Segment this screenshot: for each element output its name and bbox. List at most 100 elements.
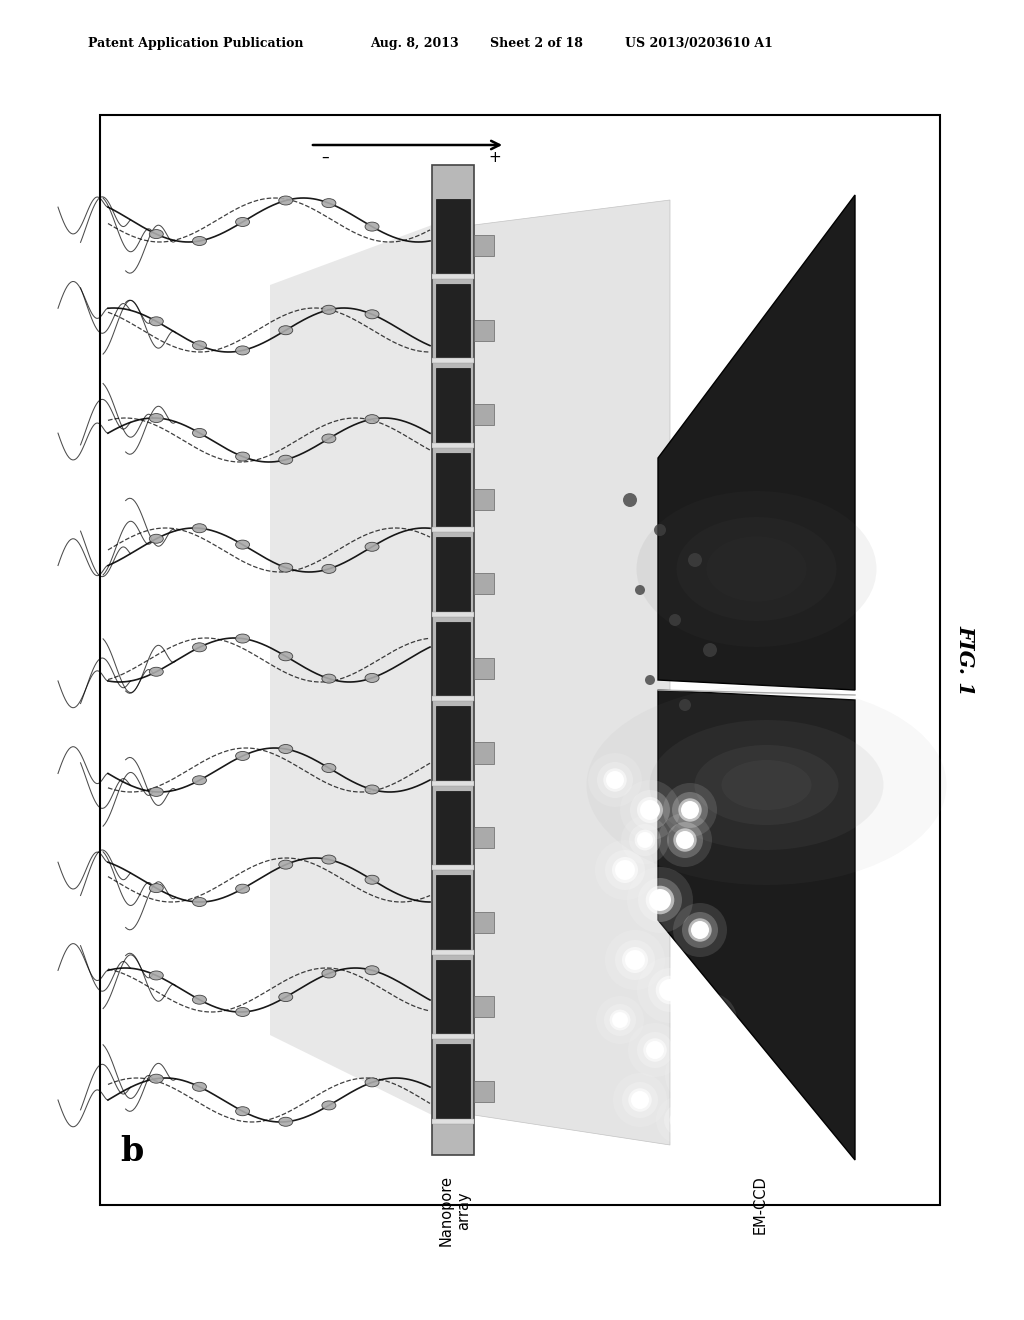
Bar: [432, 696, 474, 701]
Circle shape: [681, 801, 699, 818]
Text: EM-CCD: EM-CCD: [753, 1175, 768, 1234]
Ellipse shape: [322, 675, 336, 684]
Bar: [474, 826, 494, 849]
Ellipse shape: [193, 995, 207, 1005]
Circle shape: [646, 886, 674, 915]
Bar: [436, 791, 470, 867]
Ellipse shape: [236, 634, 250, 643]
Polygon shape: [658, 690, 855, 1160]
Ellipse shape: [322, 1101, 336, 1110]
Text: b: b: [120, 1135, 143, 1168]
Bar: [474, 742, 494, 763]
Circle shape: [623, 492, 637, 507]
Circle shape: [596, 997, 644, 1044]
Ellipse shape: [677, 517, 837, 620]
Ellipse shape: [236, 1106, 250, 1115]
Bar: [474, 1081, 494, 1102]
Circle shape: [635, 829, 655, 850]
Bar: [432, 1119, 474, 1125]
Circle shape: [691, 921, 709, 939]
Bar: [474, 488, 494, 510]
Circle shape: [679, 700, 691, 711]
Ellipse shape: [150, 788, 163, 796]
Ellipse shape: [193, 524, 207, 533]
Ellipse shape: [322, 565, 336, 573]
Circle shape: [659, 979, 681, 1001]
Circle shape: [685, 1065, 705, 1085]
Ellipse shape: [236, 346, 250, 355]
Circle shape: [683, 993, 737, 1047]
Bar: [432, 1035, 474, 1039]
Ellipse shape: [694, 744, 839, 825]
Circle shape: [654, 524, 666, 536]
Bar: [436, 622, 470, 698]
Circle shape: [673, 903, 727, 957]
Ellipse shape: [322, 763, 336, 772]
Ellipse shape: [150, 1074, 163, 1084]
Ellipse shape: [150, 667, 163, 676]
Circle shape: [606, 771, 624, 789]
Bar: [432, 781, 474, 785]
Text: Patent Application Publication: Patent Application Publication: [88, 37, 303, 50]
Circle shape: [663, 783, 717, 837]
Circle shape: [665, 1045, 725, 1105]
Circle shape: [637, 832, 653, 847]
Bar: [432, 165, 474, 1155]
Circle shape: [622, 946, 648, 973]
Circle shape: [622, 1082, 658, 1118]
Circle shape: [605, 931, 665, 990]
Bar: [474, 912, 494, 933]
Circle shape: [697, 1082, 733, 1118]
Circle shape: [595, 840, 655, 900]
Ellipse shape: [236, 884, 250, 894]
Text: FIG. 1: FIG. 1: [955, 624, 975, 696]
Ellipse shape: [365, 414, 379, 424]
Circle shape: [629, 1088, 651, 1111]
Circle shape: [638, 878, 682, 921]
Ellipse shape: [637, 491, 877, 647]
Ellipse shape: [707, 536, 807, 602]
Circle shape: [688, 1073, 742, 1127]
Ellipse shape: [150, 317, 163, 326]
Circle shape: [646, 1041, 664, 1059]
Ellipse shape: [365, 222, 379, 231]
Bar: [474, 573, 494, 594]
Circle shape: [605, 850, 645, 890]
Ellipse shape: [649, 719, 884, 850]
Ellipse shape: [236, 451, 250, 461]
Circle shape: [664, 1104, 696, 1137]
Bar: [436, 199, 470, 276]
Polygon shape: [658, 195, 855, 690]
Ellipse shape: [365, 785, 379, 795]
Ellipse shape: [365, 875, 379, 884]
Circle shape: [603, 768, 627, 792]
Polygon shape: [270, 224, 432, 1115]
Circle shape: [688, 553, 702, 568]
Circle shape: [627, 867, 693, 933]
Ellipse shape: [279, 564, 293, 572]
Ellipse shape: [279, 195, 293, 205]
Circle shape: [658, 813, 712, 867]
Circle shape: [703, 1088, 727, 1111]
Text: US 2013/0203610 A1: US 2013/0203610 A1: [625, 37, 773, 50]
Circle shape: [667, 822, 703, 858]
Ellipse shape: [279, 1117, 293, 1126]
Circle shape: [612, 1012, 628, 1028]
Bar: [432, 611, 474, 616]
Ellipse shape: [365, 543, 379, 552]
Circle shape: [635, 585, 645, 595]
Bar: [474, 657, 494, 678]
Ellipse shape: [236, 1007, 250, 1016]
Ellipse shape: [365, 673, 379, 682]
Circle shape: [656, 1096, 705, 1144]
Bar: [436, 1044, 470, 1121]
Circle shape: [672, 1111, 688, 1129]
Circle shape: [612, 857, 638, 883]
Text: Nanopore
array: Nanopore array: [439, 1175, 471, 1246]
Bar: [100, 115, 940, 1205]
Text: Aug. 8, 2013: Aug. 8, 2013: [370, 37, 459, 50]
Bar: [474, 319, 494, 341]
Bar: [432, 442, 474, 447]
Circle shape: [630, 789, 670, 830]
Circle shape: [672, 792, 708, 828]
